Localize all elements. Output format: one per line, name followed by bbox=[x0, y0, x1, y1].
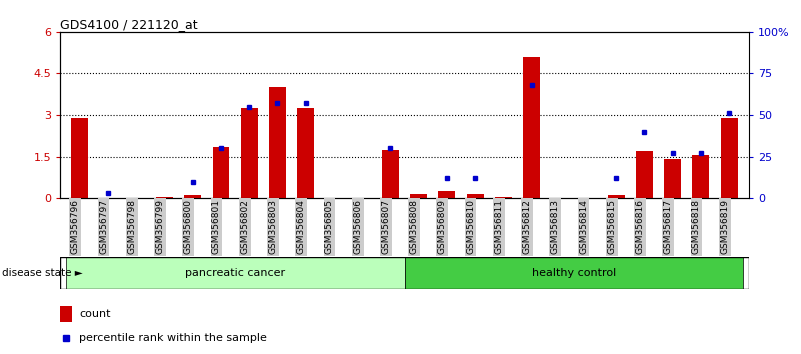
Text: GSM356808: GSM356808 bbox=[409, 199, 419, 254]
Text: pancreatic cancer: pancreatic cancer bbox=[185, 268, 285, 278]
Bar bbox=[523, 57, 540, 198]
Text: GSM356814: GSM356814 bbox=[579, 199, 588, 254]
Bar bbox=[156, 196, 173, 198]
Text: GSM356797: GSM356797 bbox=[99, 199, 108, 254]
Bar bbox=[297, 108, 314, 198]
Bar bbox=[241, 108, 258, 198]
Text: GSM356811: GSM356811 bbox=[494, 199, 503, 254]
Text: GSM356816: GSM356816 bbox=[635, 199, 645, 254]
Bar bbox=[636, 151, 653, 198]
Bar bbox=[184, 195, 201, 198]
Bar bbox=[382, 150, 399, 198]
Text: GSM356810: GSM356810 bbox=[466, 199, 475, 254]
Bar bbox=[693, 155, 710, 198]
Text: GSM356819: GSM356819 bbox=[720, 199, 729, 254]
Bar bbox=[495, 197, 512, 198]
Text: disease state ►: disease state ► bbox=[2, 268, 83, 278]
Text: GSM356818: GSM356818 bbox=[692, 199, 701, 254]
Bar bbox=[721, 118, 738, 198]
Bar bbox=[212, 147, 229, 198]
Text: GSM356798: GSM356798 bbox=[127, 199, 136, 254]
Text: GSM356806: GSM356806 bbox=[353, 199, 362, 254]
Bar bbox=[467, 194, 484, 198]
Bar bbox=[60, 306, 72, 322]
Text: GSM356815: GSM356815 bbox=[607, 199, 616, 254]
Bar bbox=[269, 87, 286, 198]
Text: healthy control: healthy control bbox=[532, 268, 616, 278]
Text: GSM356804: GSM356804 bbox=[296, 199, 306, 254]
Bar bbox=[410, 194, 427, 198]
Bar bbox=[438, 191, 455, 198]
Bar bbox=[66, 257, 405, 289]
Text: GSM356817: GSM356817 bbox=[664, 199, 673, 254]
Bar bbox=[405, 257, 743, 289]
Text: GSM356802: GSM356802 bbox=[240, 199, 249, 254]
Text: GSM356805: GSM356805 bbox=[325, 199, 334, 254]
Text: GSM356803: GSM356803 bbox=[268, 199, 277, 254]
Text: count: count bbox=[79, 309, 111, 319]
Text: percentile rank within the sample: percentile rank within the sample bbox=[79, 333, 268, 343]
Text: GSM356799: GSM356799 bbox=[155, 199, 164, 254]
Text: GSM356809: GSM356809 bbox=[438, 199, 447, 254]
Bar bbox=[664, 159, 681, 198]
Bar bbox=[71, 118, 88, 198]
Text: GSM356800: GSM356800 bbox=[183, 199, 193, 254]
Text: GSM356796: GSM356796 bbox=[70, 199, 80, 254]
Text: GSM356812: GSM356812 bbox=[522, 199, 532, 254]
Bar bbox=[608, 195, 625, 198]
Text: GDS4100 / 221120_at: GDS4100 / 221120_at bbox=[60, 18, 198, 31]
Text: GSM356813: GSM356813 bbox=[551, 199, 560, 254]
Text: GSM356801: GSM356801 bbox=[212, 199, 221, 254]
Text: GSM356807: GSM356807 bbox=[381, 199, 390, 254]
